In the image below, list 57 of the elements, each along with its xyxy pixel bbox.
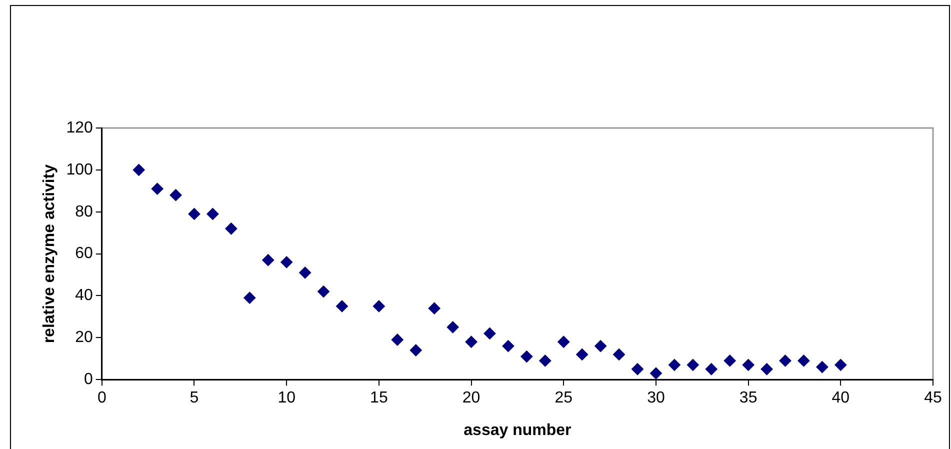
x-tick-label: 40 (832, 390, 850, 407)
point (336, 300, 348, 312)
point (576, 348, 588, 360)
point (779, 354, 792, 367)
x-tick-label: 20 (462, 390, 480, 407)
point (280, 256, 293, 268)
x-tick-label: 30 (647, 390, 665, 407)
point (465, 336, 478, 348)
x-tick-label: 35 (739, 390, 758, 407)
point (816, 361, 828, 374)
x-tick-label: 10 (278, 390, 296, 407)
point (834, 358, 847, 371)
point (798, 354, 810, 367)
point (372, 300, 385, 312)
point (594, 340, 607, 352)
point (705, 363, 718, 376)
point (742, 358, 754, 371)
point (613, 348, 626, 360)
point (318, 286, 330, 298)
point (446, 321, 459, 334)
x-axis-title: assay number (464, 422, 572, 439)
y-tick-label: 120 (66, 119, 93, 136)
point (724, 354, 736, 367)
point (484, 327, 496, 340)
point (520, 350, 533, 363)
x-tick-label: 0 (97, 390, 106, 407)
y-tick-label: 20 (75, 329, 93, 346)
point (188, 208, 200, 220)
point (631, 363, 644, 376)
point (262, 254, 274, 266)
y-tick-label: 100 (66, 161, 93, 178)
point (650, 367, 662, 380)
point (410, 344, 422, 356)
point (428, 302, 440, 314)
point (206, 208, 219, 220)
point (539, 354, 552, 367)
point (299, 266, 312, 279)
point (502, 340, 514, 352)
y-tick-label: 80 (75, 203, 93, 220)
x-tick-label: 25 (554, 390, 573, 407)
x-tick-label: 15 (370, 390, 388, 407)
point (132, 164, 145, 176)
y-tick-label: 60 (75, 245, 93, 262)
point (151, 182, 164, 195)
point (244, 292, 256, 304)
y-axis-title: relative enzyme activity (41, 164, 58, 344)
y-tick-label: 40 (75, 287, 93, 304)
point (668, 358, 680, 371)
point (225, 222, 238, 235)
point (686, 358, 699, 371)
point (558, 336, 570, 348)
point (760, 363, 773, 376)
point (391, 334, 404, 346)
x-tick-label: 45 (924, 390, 942, 407)
x-tick-label: 5 (190, 390, 199, 407)
y-tick-label: 0 (84, 371, 93, 388)
point (170, 189, 182, 202)
